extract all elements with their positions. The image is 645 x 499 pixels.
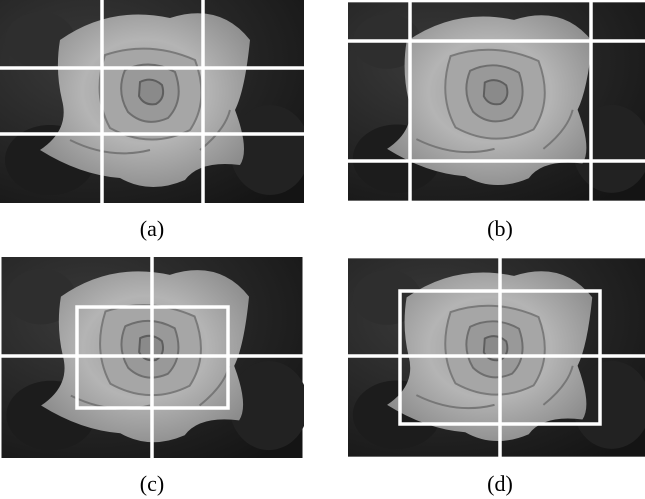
- image-b: [348, 1, 645, 202]
- caption: (b): [487, 216, 513, 241]
- caption: (d): [487, 471, 513, 496]
- crop-box: [398, 289, 602, 426]
- caption: (c): [140, 471, 164, 496]
- crop-box: [75, 305, 230, 410]
- image-a: [0, 0, 304, 203]
- caption: (a): [140, 216, 164, 241]
